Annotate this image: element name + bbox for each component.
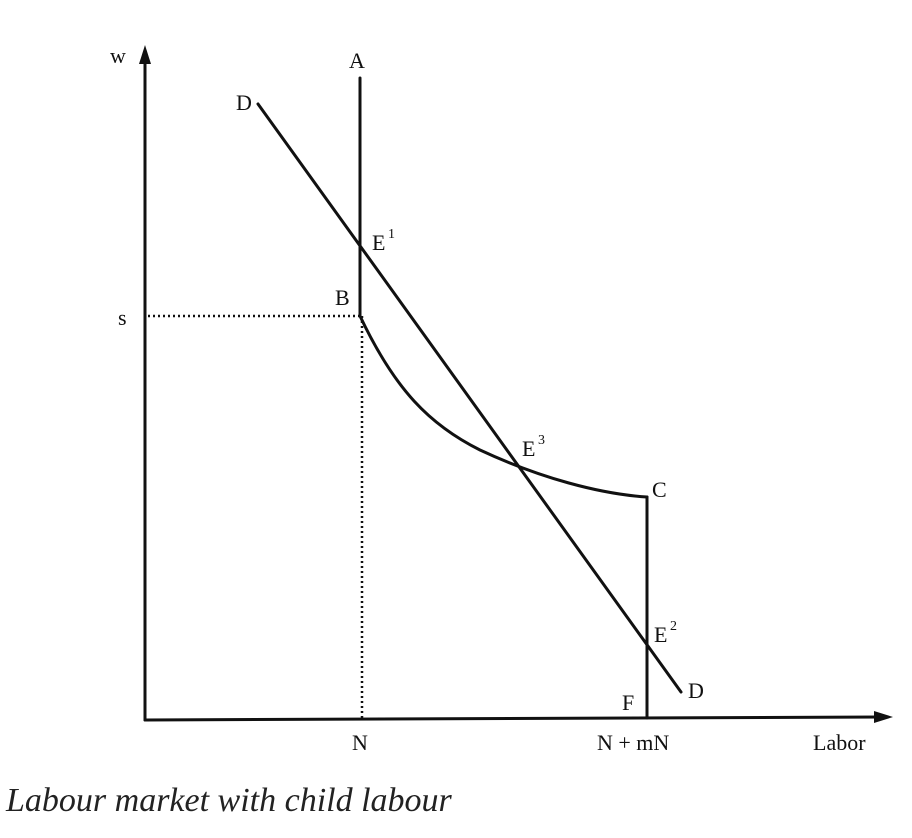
demand-label-top: D (236, 90, 252, 115)
supply-curve-bc (358, 314, 649, 499)
y-axis-arrow (139, 45, 151, 64)
n-plus-mn-tick-label: N + mN (597, 730, 669, 755)
y-axis-label: w (110, 43, 126, 68)
point-f-label: F (622, 690, 634, 715)
point-e1-superscript: 1 (388, 227, 395, 242)
s-tick-label: s (118, 305, 127, 330)
n-tick-label: N (352, 730, 368, 755)
point-b-label: B (335, 285, 350, 310)
point-c-label: C (652, 477, 667, 502)
x-axis (143, 715, 884, 722)
labour-market-diagram: w Labor s N N + mN A B C F D D E 1 E 3 E… (110, 43, 893, 755)
point-e3-label: E (522, 436, 535, 461)
demand-label-bottom: D (688, 678, 704, 703)
demand-curve-dd (256, 102, 683, 694)
point-e3-superscript: 3 (538, 433, 545, 448)
x-axis-arrow (874, 711, 893, 723)
x-axis-label: Labor (813, 730, 866, 755)
point-e2-superscript: 2 (670, 619, 677, 634)
point-e1-label: E (372, 230, 385, 255)
point-e2-label: E (654, 622, 667, 647)
point-a-label: A (349, 48, 365, 73)
figure-caption: Labour market with child labour (6, 782, 452, 819)
